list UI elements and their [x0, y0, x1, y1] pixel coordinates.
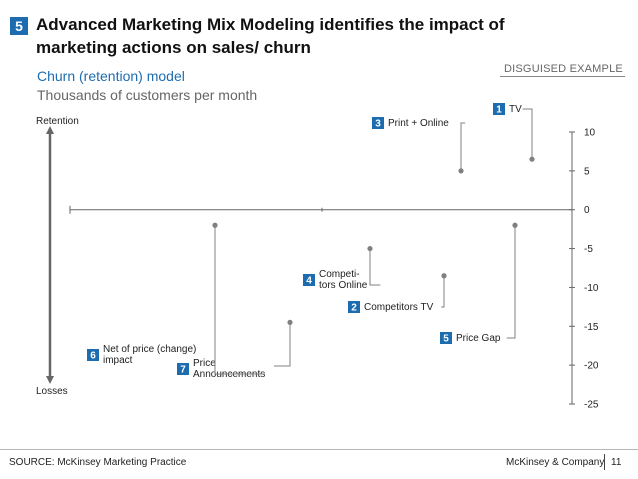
page-title: Advanced Marketing Mix Modeling identifi…	[36, 15, 505, 57]
y-tick-label: -15	[584, 322, 599, 333]
point-label: Competitors TV	[364, 302, 434, 313]
data-point-group: 2 Competitors TV	[348, 273, 447, 314]
title-number-badge: 5	[10, 17, 28, 35]
data-point-group: 6 Net of price (change)impact	[87, 344, 196, 366]
label-number: 6	[90, 351, 96, 362]
y-tick-label: -10	[584, 283, 599, 294]
label-number-badge	[177, 363, 189, 375]
leader-line	[214, 225, 265, 375]
page-separator	[604, 454, 605, 470]
label-number: 2	[351, 303, 357, 314]
y-tick-label: 5	[584, 166, 590, 177]
losses-label: Losses	[36, 386, 68, 397]
y-tick-label: 0	[584, 205, 590, 216]
retention-label: Retention	[36, 116, 79, 127]
data-point-group: 1 TV	[493, 103, 535, 162]
point-label: TV	[509, 104, 522, 115]
data-point-group	[274, 319, 293, 367]
leader-line	[460, 122, 466, 171]
data-point-group: 3 Print + Online	[372, 117, 466, 174]
point-label: Net of price (change)	[103, 344, 196, 355]
chart-subtitle: Thousands of customers per month	[37, 87, 258, 103]
label-number-badge	[372, 117, 384, 129]
label-number: 4	[306, 276, 312, 287]
point-label: tors Online	[319, 280, 368, 291]
point-label: Print + Online	[388, 118, 449, 129]
point-label: Price Gap	[456, 333, 501, 344]
page-number: 11	[611, 457, 622, 468]
point-label: Competi-	[319, 269, 360, 280]
chart-title: Churn (retention) model	[37, 68, 185, 84]
company-name: McKinsey & Company	[506, 457, 605, 468]
label-number-badge	[87, 349, 99, 361]
leader-line	[506, 225, 516, 339]
point-label: Price	[193, 358, 216, 369]
leader-line	[441, 275, 445, 308]
label-number: 3	[375, 119, 381, 130]
y-tick-label: -20	[584, 361, 599, 372]
point-label: impact	[103, 355, 133, 366]
leader-line	[522, 108, 533, 160]
footer-divider	[0, 449, 638, 450]
label-number-badge	[303, 274, 315, 286]
disguised-example-label: DISGUISED EXAMPLE	[500, 63, 625, 77]
label-number-badge	[348, 301, 360, 313]
label-number: 7	[180, 365, 186, 376]
y-tick-label: 10	[584, 128, 596, 139]
y-tick-label: -5	[584, 244, 593, 255]
data-point-group: 4 Competi-tors Online	[303, 245, 381, 291]
label-number-badge	[493, 103, 505, 115]
source-note: SOURCE: McKinsey Marketing Practice	[9, 457, 187, 468]
leader-line	[369, 248, 381, 286]
label-number-badge	[440, 332, 452, 344]
data-point-marker	[367, 245, 373, 252]
data-point-group: 5 Price Gap	[440, 222, 518, 345]
y-tick-label: -25	[584, 400, 599, 411]
label-number: 1	[496, 105, 502, 116]
label-number: 5	[443, 334, 449, 345]
leader-line	[274, 322, 291, 367]
churn-chart: Retention Losses 10 5 0 -5 -10 -15 -20 -25 6 Net…	[36, 103, 599, 411]
